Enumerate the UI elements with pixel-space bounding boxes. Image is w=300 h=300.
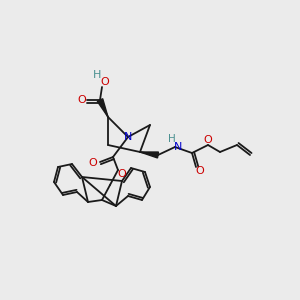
Text: O: O xyxy=(118,169,126,179)
Text: O: O xyxy=(100,77,109,87)
Text: N: N xyxy=(124,132,132,142)
Polygon shape xyxy=(97,99,108,117)
Text: O: O xyxy=(78,95,86,105)
Text: O: O xyxy=(196,166,204,176)
Text: O: O xyxy=(204,135,212,145)
Text: N: N xyxy=(174,142,182,152)
Text: H: H xyxy=(93,70,101,80)
Text: O: O xyxy=(88,158,98,168)
Text: H: H xyxy=(168,134,176,144)
Polygon shape xyxy=(140,152,158,158)
